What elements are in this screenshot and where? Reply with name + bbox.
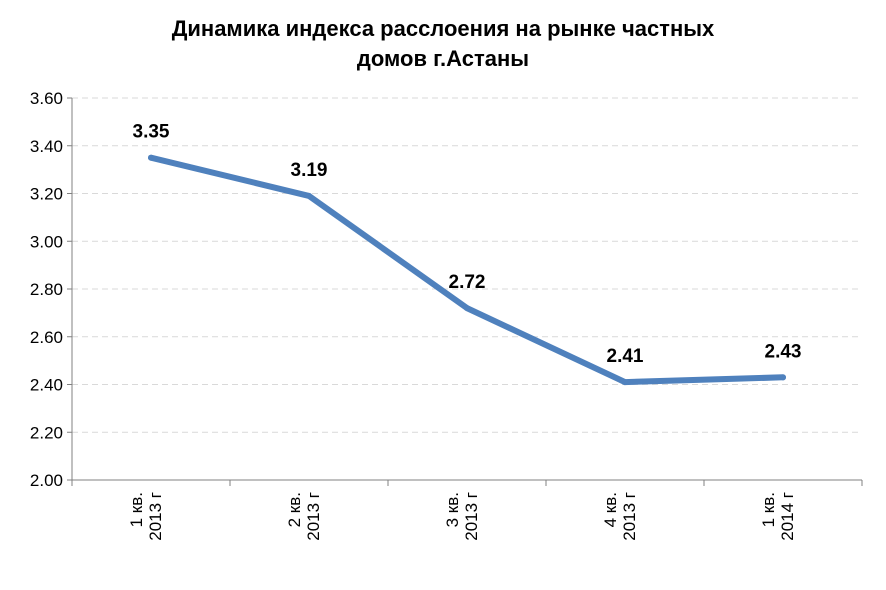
chart-title-line-1: Динамика индекса расслоения на рынке час…	[171, 16, 715, 41]
y-tick-label: 2.60	[30, 328, 63, 347]
y-tick-label: 3.60	[30, 89, 63, 108]
x-tick-label: 1 кв.	[127, 492, 146, 527]
x-tick-label: 2014 г	[778, 492, 797, 541]
series-line	[148, 154, 786, 386]
x-tick-label: 2013 г	[462, 492, 481, 541]
x-tick-label: 2013 г	[620, 492, 639, 541]
data-label: 3.19	[291, 160, 328, 181]
x-tick-label: 1 кв.	[759, 492, 778, 527]
y-tick-label: 3.40	[30, 137, 63, 156]
y-tick-label: 2.80	[30, 280, 63, 299]
y-tick-label: 2.40	[30, 376, 63, 395]
data-label: 2.72	[449, 272, 486, 293]
x-tick-label: 3 кв.	[443, 492, 462, 527]
data-point	[148, 154, 154, 161]
data-label: 2.43	[765, 341, 802, 362]
data-point	[780, 374, 786, 381]
y-tick-label: 2.20	[30, 423, 63, 442]
data-point	[306, 192, 312, 199]
data-point	[464, 305, 470, 312]
chart-title-line-2: домов г.Астаны	[356, 46, 530, 71]
y-tick-label: 3.00	[30, 232, 63, 251]
data-point	[622, 379, 628, 386]
data-label: 2.41	[607, 346, 644, 367]
y-tick-label: 2.00	[30, 471, 63, 490]
x-tick-label: 2013 г	[304, 492, 323, 541]
x-tick-label: 2013 г	[146, 492, 165, 541]
x-tick-label: 2 кв.	[285, 492, 304, 527]
x-tick-label: 4 кв.	[601, 492, 620, 527]
data-label: 3.35	[133, 122, 170, 143]
y-tick-label: 3.20	[30, 185, 63, 204]
